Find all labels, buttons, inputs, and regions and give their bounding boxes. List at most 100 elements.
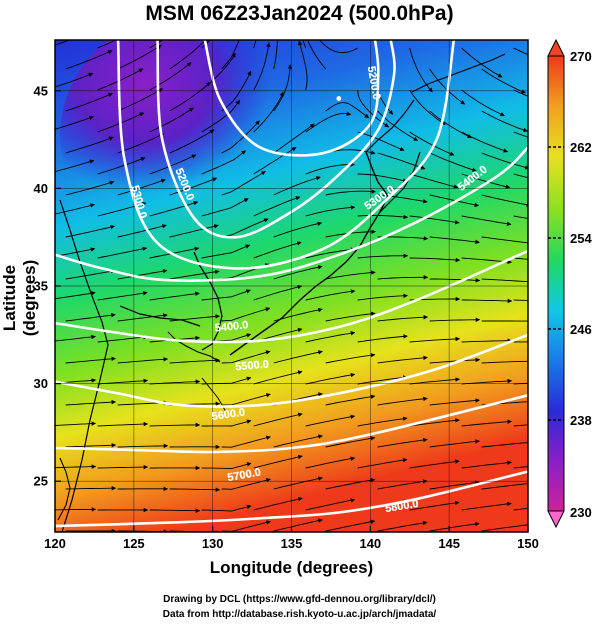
y-tick-label: 25 <box>34 474 48 489</box>
streamline-arrow <box>377 194 428 204</box>
colorbar-scale <box>547 55 565 512</box>
streamline-arrow <box>461 89 505 117</box>
streamline-arrow <box>319 40 358 54</box>
colorbar-ticks: 270 262 254 246 238 230 <box>548 49 592 520</box>
streamline-arrow <box>117 133 165 154</box>
streamline-arrow <box>273 176 321 196</box>
streamline-arrow <box>481 152 528 170</box>
streamline-arrow <box>305 414 356 427</box>
streamline-arrow <box>357 293 408 301</box>
streamline-arrow <box>481 522 528 532</box>
streamline-arrow <box>513 257 528 260</box>
streamline-arrow <box>481 359 528 364</box>
streamline-arrow <box>357 416 408 427</box>
streamline-arrow <box>169 224 219 238</box>
contour-line <box>55 249 528 344</box>
streamline-arrow <box>169 358 221 364</box>
streamline-arrow <box>357 253 409 259</box>
streamline-arrow <box>55 334 96 342</box>
y-axis-ticks: 25 30 35 40 45 <box>34 83 61 489</box>
streamline-arrow <box>325 311 376 322</box>
streamline-arrow <box>97 157 146 175</box>
streamline-arrow <box>409 418 460 427</box>
streamline-arrow <box>461 338 513 343</box>
streamline-arrow <box>55 378 97 384</box>
colorbar-tick-label: 254 <box>570 231 592 246</box>
streamline-arrow <box>409 459 460 469</box>
streamline-arrow <box>55 507 97 512</box>
streamline-arrow <box>149 200 199 217</box>
streamline-arrow <box>409 336 461 343</box>
streamline-arrow <box>273 64 293 112</box>
streamline-arrow <box>513 131 528 138</box>
streamline-arrow <box>429 398 480 406</box>
streamline-arrow <box>97 68 144 91</box>
streamline-arrow <box>513 89 528 97</box>
colorbar-low-arrow <box>547 510 565 529</box>
streamline-arrow <box>409 215 460 225</box>
colorbar-tick-label: 270 <box>570 49 592 64</box>
streamline-arrow <box>409 500 460 511</box>
streamline-arrow <box>429 278 481 283</box>
streamline-arrow <box>409 89 446 125</box>
x-tick-label: 135 <box>281 536 303 551</box>
streamline-arrow <box>513 507 528 511</box>
streamline-arrow <box>461 501 512 511</box>
streamline-arrow <box>253 412 303 427</box>
streamline-arrow <box>461 298 513 304</box>
streamline-arrow <box>377 152 426 170</box>
streamline-arrow <box>221 393 271 406</box>
streamline-arrow <box>305 289 356 301</box>
x-axis-label: Longitude (degrees) <box>209 558 374 577</box>
streamline-arrow <box>65 312 116 322</box>
contour-line <box>55 333 528 408</box>
streamline-arrow <box>221 350 271 364</box>
streamline-arrow <box>429 236 480 245</box>
streamline-arrow <box>409 173 459 189</box>
credit-drawing: Drawing by DCL (https://www.gfd-dennou.o… <box>163 594 436 605</box>
streamline-arrow <box>201 462 252 470</box>
streamline-arrow <box>149 508 201 513</box>
x-tick-label: 145 <box>438 536 460 551</box>
streamline-arrow <box>117 268 168 280</box>
streamline-arrow <box>65 356 116 364</box>
streamline-arrow <box>409 257 461 263</box>
streamline-arrow <box>429 68 466 105</box>
streamline-arrow <box>169 81 211 112</box>
streamline-arrow <box>273 350 323 364</box>
streamline-arrow <box>117 443 169 449</box>
streamline-arrow <box>201 289 251 301</box>
streamline-arrow <box>221 170 266 196</box>
streamline-arrow <box>429 110 473 139</box>
streamline-arrow <box>461 215 512 226</box>
y-tick-label: 35 <box>34 279 48 294</box>
streamline-arrow <box>325 189 376 196</box>
streamline-arrow <box>55 464 97 469</box>
streamline-arrow <box>429 439 480 448</box>
streamline-arrow <box>461 419 512 427</box>
streamline-arrow <box>55 247 96 257</box>
streamline-arrow <box>201 198 249 217</box>
streamline-arrow <box>55 159 95 173</box>
streamline-arrow <box>429 317 481 323</box>
streamline-arrow <box>201 419 252 427</box>
streamline-arrow <box>117 44 162 70</box>
streamline-arrow <box>253 196 301 217</box>
streamline-arrow <box>201 99 241 133</box>
streamline-arrow <box>429 357 481 364</box>
streamline-arrow <box>481 110 528 133</box>
streamline-arrow <box>273 476 323 490</box>
streamline-arrow <box>253 91 284 133</box>
streamline-arrow <box>149 154 197 175</box>
streamline-arrow <box>97 246 148 259</box>
streamline-arrow <box>97 334 148 343</box>
streamline-arrow <box>201 40 211 49</box>
streamline-arrow <box>305 162 355 175</box>
streamline-arrow <box>55 203 95 215</box>
y-tick-label: 45 <box>34 83 48 98</box>
streamline-arrow <box>377 355 428 364</box>
streamline-arrow <box>55 115 94 130</box>
streamline-arrow <box>169 129 215 154</box>
streamline-arrow <box>513 424 528 427</box>
contour-label: 5200.0 <box>365 65 383 100</box>
